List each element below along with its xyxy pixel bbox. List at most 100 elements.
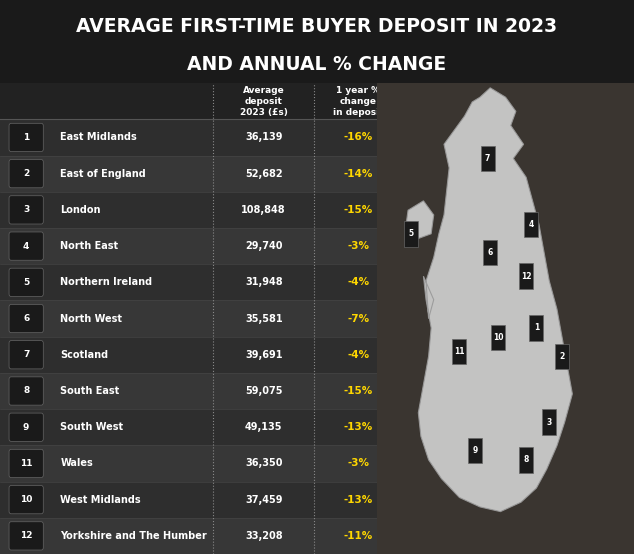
Text: 12: 12 — [521, 271, 531, 281]
Polygon shape — [406, 201, 434, 238]
Text: -7%: -7% — [347, 314, 370, 324]
Bar — [0, 228, 403, 264]
Text: 3: 3 — [23, 206, 29, 214]
FancyBboxPatch shape — [468, 438, 482, 463]
FancyBboxPatch shape — [519, 447, 533, 473]
Text: Scotland: Scotland — [60, 350, 108, 360]
FancyBboxPatch shape — [404, 221, 418, 247]
Text: 11: 11 — [20, 459, 32, 468]
FancyBboxPatch shape — [453, 339, 467, 364]
Text: Yorkshire and The Humber: Yorkshire and The Humber — [60, 531, 207, 541]
FancyBboxPatch shape — [519, 264, 533, 289]
Polygon shape — [418, 88, 573, 512]
Text: -4%: -4% — [347, 350, 370, 360]
Text: East Midlands: East Midlands — [60, 132, 137, 142]
Text: -15%: -15% — [344, 205, 373, 215]
FancyBboxPatch shape — [9, 232, 43, 260]
Text: -3%: -3% — [347, 459, 370, 469]
Bar — [0, 300, 403, 337]
Text: 59,075: 59,075 — [245, 386, 282, 396]
FancyBboxPatch shape — [9, 124, 43, 152]
Text: 11: 11 — [454, 347, 465, 356]
Text: -4%: -4% — [347, 278, 370, 288]
FancyBboxPatch shape — [9, 305, 43, 332]
Text: Northern Ireland: Northern Ireland — [60, 278, 153, 288]
Text: 1 year %
change
in deposit: 1 year % change in deposit — [333, 86, 384, 117]
Text: -16%: -16% — [344, 132, 373, 142]
Bar — [0, 83, 403, 119]
Text: 4: 4 — [23, 242, 29, 250]
Bar — [0, 119, 403, 156]
Bar — [0, 518, 403, 554]
Text: Wales: Wales — [60, 459, 93, 469]
Text: -11%: -11% — [344, 531, 373, 541]
Bar — [0, 445, 403, 481]
Text: 4: 4 — [529, 220, 534, 229]
Text: 52,682: 52,682 — [245, 168, 283, 178]
Text: 10: 10 — [20, 495, 32, 504]
Text: 9: 9 — [23, 423, 29, 432]
Bar — [0, 264, 403, 300]
Text: Average
deposit
2023 (£s): Average deposit 2023 (£s) — [240, 86, 288, 117]
FancyBboxPatch shape — [9, 413, 43, 442]
Text: 8: 8 — [524, 455, 529, 464]
Text: 36,350: 36,350 — [245, 459, 282, 469]
Bar — [0, 409, 403, 445]
Text: 31,948: 31,948 — [245, 278, 283, 288]
Text: London: London — [60, 205, 101, 215]
Text: 12: 12 — [20, 531, 32, 540]
Text: North West: North West — [60, 314, 122, 324]
Text: 5: 5 — [23, 278, 29, 287]
Text: 6: 6 — [488, 248, 493, 257]
FancyBboxPatch shape — [9, 160, 43, 188]
Text: South East: South East — [60, 386, 120, 396]
Text: East of England: East of England — [60, 168, 146, 178]
Text: North East: North East — [60, 241, 119, 251]
Text: 1: 1 — [23, 133, 29, 142]
Text: -13%: -13% — [344, 422, 373, 432]
FancyBboxPatch shape — [9, 377, 43, 405]
FancyBboxPatch shape — [542, 409, 556, 435]
Text: 8: 8 — [23, 387, 29, 396]
FancyBboxPatch shape — [483, 240, 497, 265]
FancyBboxPatch shape — [491, 325, 505, 350]
Text: AVERAGE FIRST-TIME BUYER DEPOSIT IN 2023: AVERAGE FIRST-TIME BUYER DEPOSIT IN 2023 — [77, 17, 557, 36]
Text: AND ANNUAL % CHANGE: AND ANNUAL % CHANGE — [188, 55, 446, 74]
Text: West Midlands: West Midlands — [60, 495, 141, 505]
Text: 35,581: 35,581 — [245, 314, 283, 324]
Text: 7: 7 — [23, 350, 29, 360]
FancyBboxPatch shape — [481, 146, 495, 171]
Text: 39,691: 39,691 — [245, 350, 282, 360]
Text: 9: 9 — [472, 446, 477, 455]
Text: -15%: -15% — [344, 386, 373, 396]
Text: -14%: -14% — [344, 168, 373, 178]
Text: 10: 10 — [493, 333, 503, 342]
FancyBboxPatch shape — [9, 341, 43, 369]
Text: -13%: -13% — [344, 495, 373, 505]
Text: 6: 6 — [23, 314, 29, 323]
Text: 29,740: 29,740 — [245, 241, 282, 251]
Bar — [0, 337, 403, 373]
FancyBboxPatch shape — [9, 196, 43, 224]
FancyBboxPatch shape — [524, 212, 538, 237]
FancyBboxPatch shape — [9, 268, 43, 296]
Text: 37,459: 37,459 — [245, 495, 282, 505]
FancyBboxPatch shape — [9, 449, 43, 478]
Text: South West: South West — [60, 422, 124, 432]
Text: 49,135: 49,135 — [245, 422, 282, 432]
Text: -3%: -3% — [347, 241, 370, 251]
FancyBboxPatch shape — [529, 315, 543, 341]
FancyBboxPatch shape — [9, 522, 43, 550]
Text: 2: 2 — [23, 169, 29, 178]
Text: 36,139: 36,139 — [245, 132, 282, 142]
Bar — [0, 373, 403, 409]
Text: 1: 1 — [534, 324, 539, 332]
Text: 7: 7 — [485, 154, 490, 163]
Text: 108,848: 108,848 — [242, 205, 286, 215]
Bar — [0, 192, 403, 228]
Text: 5: 5 — [408, 229, 413, 238]
FancyBboxPatch shape — [555, 343, 569, 369]
Bar — [0, 481, 403, 518]
Text: 3: 3 — [547, 418, 552, 427]
Text: 33,208: 33,208 — [245, 531, 283, 541]
